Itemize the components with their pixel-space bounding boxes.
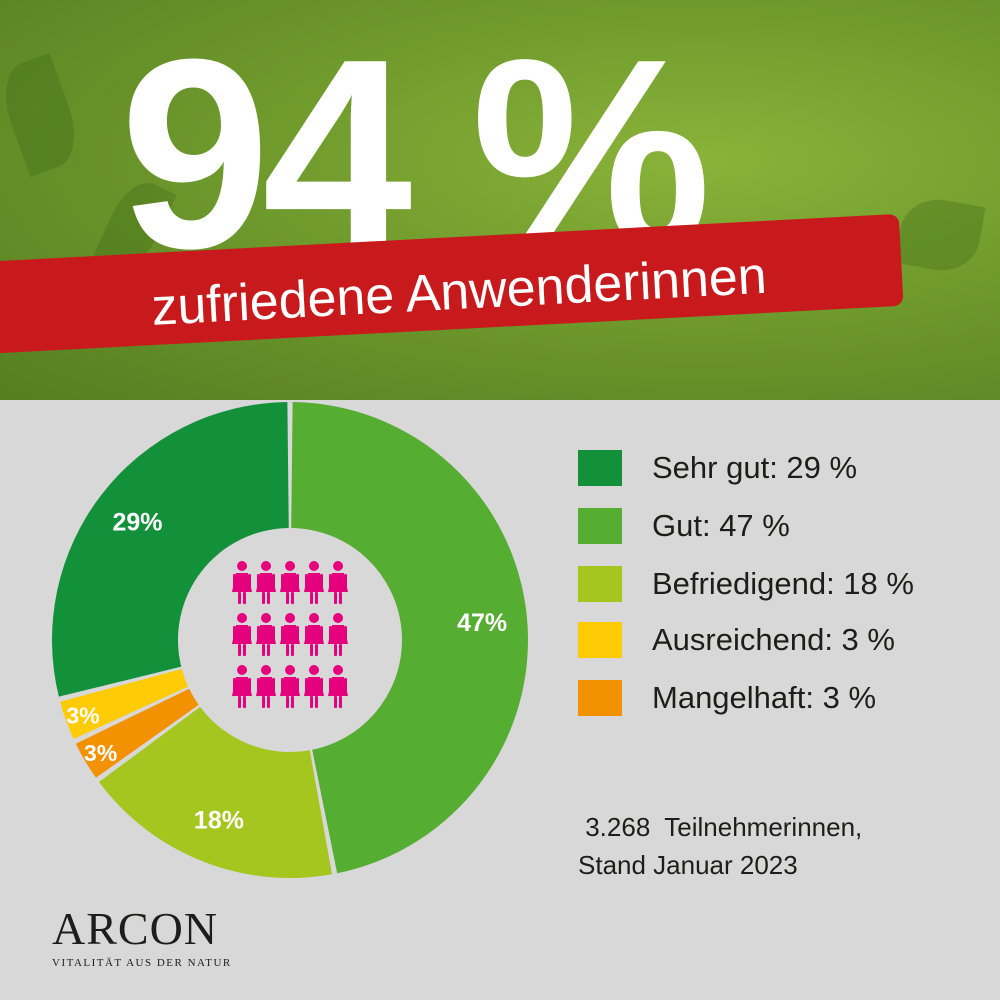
donut-slice-mangelhaft [75,688,199,778]
brand-logo: ARCON VITALITÄT AUS DER NATUR [52,902,232,969]
woman-figure-icon [256,613,276,656]
donut-data-labels: 47% 18% 3% 3% 29% [66,509,507,835]
donut-slice-sehr-gut [52,402,289,697]
legend-label: Befriedigend: 18 % [652,566,914,601]
woman-figure-icon [304,665,324,708]
legend-item-befriedigend: Befriedigend: 18 % [578,564,914,604]
donut-slices [52,402,529,878]
brand-tagline: VITALITÄT AUS DER NATUR [52,957,232,969]
donut-slice-befriedigend [99,706,333,878]
leaf-decoration [894,193,986,277]
participants-count: 3.268 Teilnehmerinnen, [578,812,863,842]
legend-item-gut: Gut: 47 % [578,506,790,546]
legend-label: Sehr gut: 29 % [652,450,858,485]
donut-slice-ausreichend [60,669,189,739]
woman-figure-icon [256,561,276,604]
legend-swatch [578,566,622,602]
participants-note: 3.268 Teilnehmerinnen, Stand Januar 2023 [578,808,862,884]
legend-label: Gut: 47 % [652,508,790,543]
woman-figure-icon [280,561,300,604]
woman-figure-icon [328,561,348,604]
data-label-ausreichend: 3% [66,703,99,729]
leaf-decoration [0,53,88,177]
donut-slice-gut [291,402,529,874]
woman-figure-icon [280,665,300,708]
legend-swatch [578,508,622,544]
legend-swatch [578,680,622,716]
donut-chart: 47% 18% 3% 3% 29% [52,402,529,878]
legend-swatch [578,450,622,486]
legend-label: Mangelhaft: 3 % [652,680,877,715]
data-label-befriedigend: 18% [194,806,244,834]
legend-swatch [578,622,622,658]
women-group-icon [232,561,348,708]
data-label-sehr-gut: 29% [112,509,162,537]
woman-figure-icon [232,561,252,604]
status-date: Stand Januar 2023 [578,850,798,880]
woman-figure-icon [280,613,300,656]
woman-figure-icon [304,613,324,656]
data-label-mangelhaft: 3% [84,740,117,766]
woman-figure-icon [232,665,252,708]
legend-item-ausreichend: Ausreichend: 3 % [578,620,895,660]
legend-item-mangelhaft: Mangelhaft: 3 % [578,678,876,718]
woman-figure-icon [232,613,252,656]
legend-label: Ausreichend: 3 % [652,622,895,657]
woman-figure-icon [256,665,276,708]
brand-name: ARCON [52,903,219,954]
data-label-gut: 47% [457,609,507,637]
woman-figure-icon [328,665,348,708]
woman-figure-icon [304,561,324,604]
woman-figure-icon [328,613,348,656]
legend-item-sehr-gut: Sehr gut: 29 % [578,448,857,488]
